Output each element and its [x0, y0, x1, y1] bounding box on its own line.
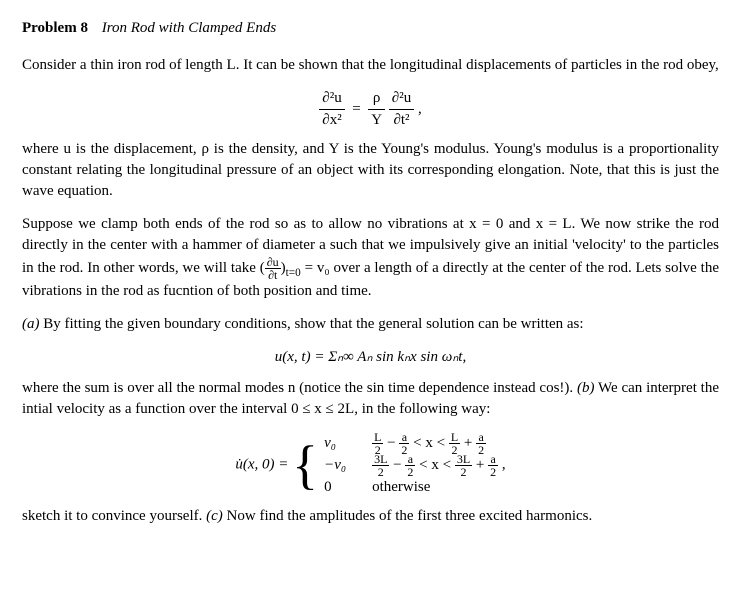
problem-subtitle: Iron Rod with Clamped Ends — [102, 20, 276, 36]
piecewise-row-2: −v₀ 3L2 − a2 < x < 3L2 + a2 — [324, 454, 498, 476]
part-b-label: (b) — [577, 380, 595, 396]
piecewise-body: { v₀ L2 − a2 < x < L2 + a2 −v₀ 3L2 — [292, 432, 498, 498]
paragraph-5: sketch it to convince yourself. (c) Now … — [22, 506, 719, 527]
partial-deriv-frac: ∂u∂t — [265, 256, 281, 281]
problem-title: Problem 8 Iron Rod with Clamped Ends — [22, 18, 719, 39]
wave-eq-rhs-frac2: ∂²u ∂t² — [389, 88, 414, 131]
left-brace-icon: { — [292, 438, 318, 492]
paragraph-3: Suppose we clamp both ends of the rod so… — [22, 214, 719, 302]
problem-label: Problem 8 — [22, 20, 88, 36]
wave-eq-rhs-frac1: ρ Y — [368, 88, 385, 131]
wave-eq-lhs-frac: ∂²u ∂x² — [319, 88, 344, 131]
piecewise-equation: u̇(x, 0) = { v₀ L2 − a2 < x < L2 + a2 −v… — [22, 432, 719, 498]
piecewise-row-3: 0 otherwise — [324, 476, 498, 498]
piecewise-tail: , — [502, 456, 506, 472]
part-c-label: (c) — [206, 508, 223, 524]
wave-equation: ∂²u ∂x² = ρ Y ∂²u ∂t² , — [22, 88, 719, 131]
part-a: (a) By fitting the given boundary condit… — [22, 314, 719, 335]
piecewise-row-1: v₀ L2 − a2 < x < L2 + a2 — [324, 432, 498, 454]
piecewise-lhs: u̇(x, 0) = — [235, 456, 292, 472]
paragraph-1: Consider a thin iron rod of length L. It… — [22, 55, 719, 76]
part-a-label: (a) — [22, 316, 40, 332]
series-equation: u(x, t) = Σₙ∞ Aₙ sin kₙx sin ωₙt, — [22, 347, 719, 368]
paragraph-4: where the sum is over all the normal mod… — [22, 378, 719, 420]
wave-eq-tail: , — [418, 101, 422, 117]
paragraph-2: where u is the displacement, ρ is the de… — [22, 139, 719, 202]
